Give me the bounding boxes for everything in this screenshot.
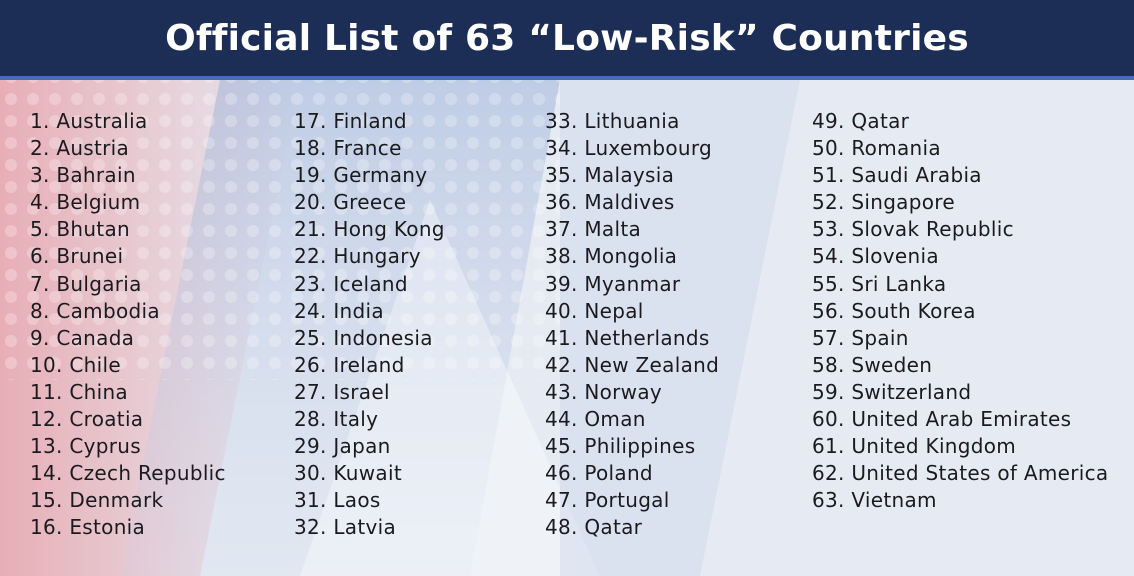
country-list-item: 16. Estonia	[30, 515, 146, 540]
country-list-item: 47. Portugal	[545, 488, 670, 513]
country-list-item: 12. Croatia	[30, 407, 144, 432]
country-list-item: 34. Luxembourg	[545, 136, 713, 161]
country-column-2: 17. Finland 18. France 19. Germany 20. Gree…	[294, 108, 445, 542]
country-list: 1. Australia 2. Austria 3. Bahrain 4. Belgi…	[0, 108, 1134, 568]
country-list-item: 23. Iceland	[294, 271, 408, 296]
country-list-item: 8. Cambodia	[30, 298, 160, 323]
country-list-item: 36. Maldives	[545, 190, 675, 215]
country-list-item: 27. Israel	[294, 379, 390, 404]
country-list-item: 31. Laos	[294, 488, 381, 513]
country-list-item: 35. Malaysia	[545, 163, 675, 188]
country-list-item: 37. Malta	[545, 217, 642, 242]
country-list-item: 55. Sri Lanka	[812, 271, 947, 296]
country-list-item: 57. Spain	[812, 325, 909, 350]
country-list-item: 51. Saudi Arabia	[812, 163, 982, 188]
country-list-item: 4. Belgium	[30, 190, 141, 215]
country-list-item: 10. Chile	[30, 352, 121, 377]
country-list-item: 21. Hong Kong	[294, 217, 445, 242]
country-list-item: 48. Qatar	[545, 515, 643, 540]
country-list-item: 9. Canada	[30, 325, 135, 350]
country-list-item: 43. Norway	[545, 379, 663, 404]
country-list-item: 29. Japan	[294, 434, 391, 459]
country-list-item: 14. Czech Republic	[30, 461, 226, 486]
country-list-item: 3. Bahrain	[30, 163, 136, 188]
country-list-item: 18. France	[294, 136, 402, 161]
country-list-item: 22. Hungary	[294, 244, 421, 269]
country-list-item: 63. Vietnam	[812, 488, 937, 513]
country-column-4: 49. Qatar 50. Romania 51. Saudi Arabia 52. …	[812, 108, 1109, 514]
country-list-item: 45. Philippines	[545, 434, 696, 459]
country-list-item: 24. India	[294, 298, 384, 323]
country-list-item: 40. Nepal	[545, 298, 644, 323]
country-list-item: 2. Austria	[30, 136, 130, 161]
country-list-item: 52. Singapore	[812, 190, 955, 215]
country-list-item: 30. Kuwait	[294, 461, 402, 486]
country-list-item: 7. Bulgaria	[30, 271, 142, 296]
country-list-item: 54. Slovenia	[812, 244, 939, 269]
country-list-item: 59. Switzerland	[812, 379, 972, 404]
country-list-item: 62. United States of America	[812, 461, 1109, 486]
country-list-item: 13. Cyprus	[30, 434, 141, 459]
country-list-item: 60. United Arab Emirates	[812, 407, 1072, 432]
country-list-item: 58. Sweden	[812, 352, 933, 377]
country-list-item: 38. Mongolia	[545, 244, 678, 269]
country-column-1: 1. Australia 2. Austria 3. Bahrain 4. Belgi…	[30, 108, 226, 542]
country-list-item: 49. Qatar	[812, 109, 910, 133]
title-banner: Official List of 63 “Low-Risk” Countries	[0, 0, 1134, 80]
country-list-item: 11. China	[30, 379, 128, 404]
country-list-item: 41. Netherlands	[545, 325, 710, 350]
country-list-item: 5. Bhutan	[30, 217, 130, 242]
country-list-item: 50. Romania	[812, 136, 941, 161]
country-column-3: 33. Lithuania 34. Luxembourg 35. Malaysia 3…	[545, 108, 719, 542]
country-list-item: 53. Slovak Republic	[812, 217, 1014, 242]
country-list-item: 15. Denmark	[30, 488, 164, 513]
country-list-item: 44. Oman	[545, 407, 646, 432]
country-list-item: 25. Indonesia	[294, 325, 433, 350]
country-list-item: 26. Ireland	[294, 352, 405, 377]
country-list-item: 6. Brunei	[30, 244, 124, 269]
country-list-item: 61. United Kingdom	[812, 434, 1017, 459]
country-list-item: 39. Myanmar	[545, 271, 681, 296]
page-title: Official List of 63 “Low-Risk” Countries	[165, 17, 969, 59]
country-list-item: 19. Germany	[294, 163, 428, 188]
country-list-item: 56. South Korea	[812, 298, 976, 323]
country-list-item: 28. Italy	[294, 407, 379, 432]
country-list-item: 20. Greece	[294, 190, 407, 215]
country-list-item: 33. Lithuania	[545, 109, 680, 133]
country-list-item: 1. Australia	[30, 109, 148, 133]
country-list-item: 46. Poland	[545, 461, 653, 486]
country-list-item: 42. New Zealand	[545, 352, 720, 377]
country-list-item: 17. Finland	[294, 109, 407, 133]
country-list-item: 32. Latvia	[294, 515, 397, 540]
